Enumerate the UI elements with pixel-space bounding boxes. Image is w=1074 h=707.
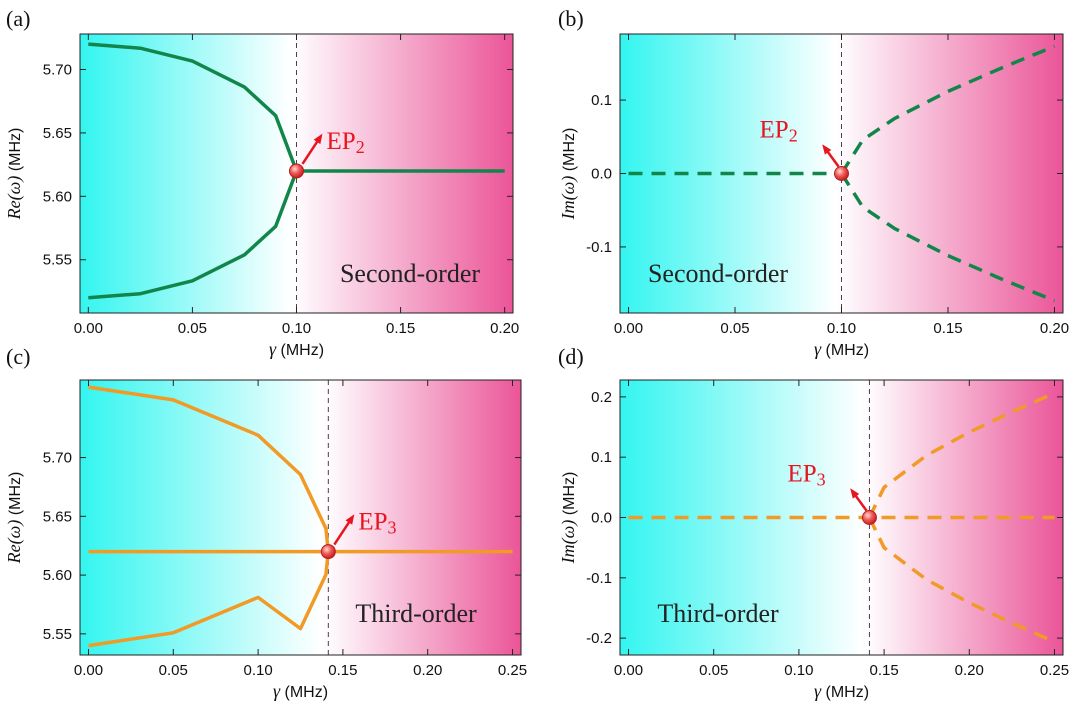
curve-upper-branch: [867, 391, 1056, 519]
curve-upper-branch: [840, 44, 1056, 175]
y-tick-label: -0.2: [586, 630, 612, 647]
panel-d: 0.00 0.05 0.10 0.15 0.20 0.25 -0.2 -0.1 0.0 0.1 0.…: [558, 344, 1069, 701]
panel-label: (c): [6, 344, 30, 369]
x-tick-label: 0.10: [243, 662, 272, 679]
x-tick-label: 0.25: [498, 662, 527, 679]
y-tick-label: 0.2: [591, 389, 612, 406]
y-axis-label: Im(ω) (MHz): [558, 472, 579, 565]
ep-marker: [289, 163, 304, 179]
order-annotation: Second-order: [648, 259, 788, 288]
plot-background: [80, 380, 521, 655]
ep-arrow: [333, 514, 355, 546]
curve-lower-branch: [88, 170, 299, 300]
x-tick-label: 0.15: [328, 662, 357, 679]
order-annotation: Third-order: [355, 599, 477, 628]
x-axis-label: γ (MHz): [269, 339, 324, 359]
y-axis-label: Re(ω) (MHz): [4, 472, 25, 565]
panel-label: (a): [6, 6, 30, 31]
order-annotation: Second-order: [340, 259, 480, 288]
x-tick-label: 0.15: [386, 320, 415, 337]
panel-b: 0.00 0.05 0.10 0.15 0.20 -0.1 0.0 0.1 γ (MHz) Im(…: [558, 6, 1069, 359]
ep-marker: [320, 544, 336, 560]
ep-marker: [861, 510, 877, 525]
y-tick-label: 5.70: [43, 62, 72, 79]
y-tick-label: 5.65: [43, 125, 72, 142]
ep-label: EP2: [760, 117, 798, 146]
x-tick-label: 0.20: [1040, 320, 1069, 337]
x-tick-label: 0.25: [1040, 662, 1069, 679]
x-tick-label: 0.10: [827, 320, 856, 337]
ep-marker: [834, 166, 849, 181]
y-tick-label: 5.55: [43, 626, 72, 643]
y-axis-label: Im(ω) (MHz): [558, 128, 579, 221]
y-tick-label: 0.1: [591, 92, 612, 109]
x-tick-label: 0.15: [933, 320, 962, 337]
ep-arrow: [301, 133, 323, 165]
ep-label: EP2: [327, 128, 365, 157]
ep-label: EP3: [358, 509, 396, 538]
x-tick-label: 0.10: [282, 320, 311, 337]
y-tick-label: 5.65: [43, 508, 72, 525]
curve-upper-branch: [88, 385, 331, 552]
y-tick-label: 0.0: [591, 510, 612, 527]
x-tick-label: 0.00: [74, 320, 103, 337]
x-tick-label: 0.00: [614, 320, 643, 337]
x-tick-label: 0.20: [413, 662, 442, 679]
order-annotation: Third-order: [657, 599, 779, 628]
x-axis-label: γ (MHz): [814, 681, 869, 701]
panel-label: (b): [558, 6, 584, 31]
curve-lower-branch: [840, 172, 1056, 303]
panel-c: 0.00 0.05 0.10 0.15 0.20 0.25 5.55 5.60 5.65 5.70…: [4, 344, 527, 701]
ep-arrow: [822, 144, 840, 168]
curve-lower-branch: [88, 551, 331, 648]
x-tick-label: 0.15: [869, 662, 898, 679]
x-tick-label: 0.05: [699, 662, 728, 679]
y-tick-label: 5.70: [43, 450, 72, 467]
y-tick-label: 0.1: [591, 449, 612, 466]
x-tick-label: 0.00: [74, 662, 103, 679]
y-tick-label: 5.55: [43, 252, 72, 269]
x-tick-label: 0.20: [490, 320, 519, 337]
ep-arrow: [850, 488, 868, 512]
y-tick-label: -0.1: [586, 239, 612, 256]
y-tick-label: 5.60: [43, 567, 72, 584]
x-axis-label: γ (MHz): [814, 339, 869, 359]
panel-a: 0.00 0.05 0.10 0.15 0.20 5.55 5.60 5.65 5.70 γ (M…: [4, 6, 519, 359]
x-axis-label: γ (MHz): [273, 681, 328, 701]
curve-lower-branch: [867, 516, 1056, 644]
ep-label: EP3: [787, 461, 825, 490]
x-tick-label: 0.10: [784, 662, 813, 679]
x-tick-label: 0.05: [720, 320, 749, 337]
x-tick-label: 0.05: [178, 320, 207, 337]
y-tick-label: 5.60: [43, 188, 72, 205]
plot-frame: [79, 379, 522, 656]
y-axis-label: Re(ω) (MHz): [4, 128, 25, 221]
y-tick-label: -0.1: [586, 570, 612, 587]
x-tick-label: 0.20: [955, 662, 984, 679]
curve-upper-branch: [88, 42, 299, 172]
x-tick-label: 0.05: [159, 662, 188, 679]
panel-label: (d): [558, 344, 584, 369]
y-tick-label: 0.0: [591, 166, 612, 183]
x-tick-label: 0.00: [614, 662, 643, 679]
